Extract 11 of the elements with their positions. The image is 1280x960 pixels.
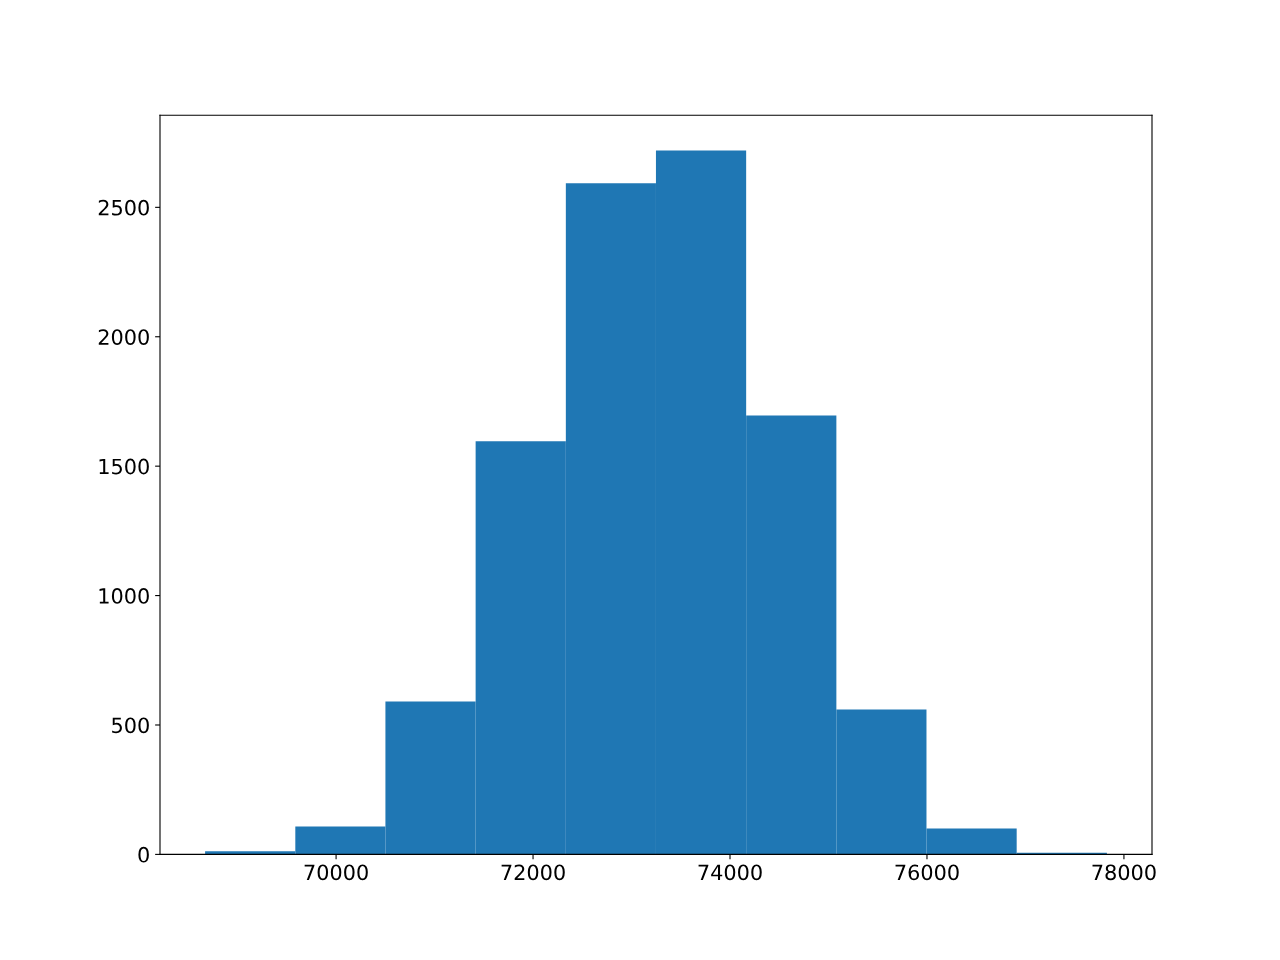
y-tick-label: 500 (112, 717, 149, 734)
x-tick-label: 72000 (501, 864, 565, 881)
y-tick-label: 2500 (98, 199, 149, 216)
y-tick-label: 0 (138, 846, 149, 863)
x-tick-label: 76000 (895, 864, 959, 881)
y-tick-label: 2000 (98, 329, 149, 345)
x-tick-label: 78000 (1092, 864, 1156, 881)
x-tick-label: 74000 (698, 864, 762, 881)
y-tick-label: 1000 (99, 588, 149, 604)
x-tick-label: 70000 (304, 864, 368, 881)
y-tick-label: 1500 (99, 458, 149, 475)
